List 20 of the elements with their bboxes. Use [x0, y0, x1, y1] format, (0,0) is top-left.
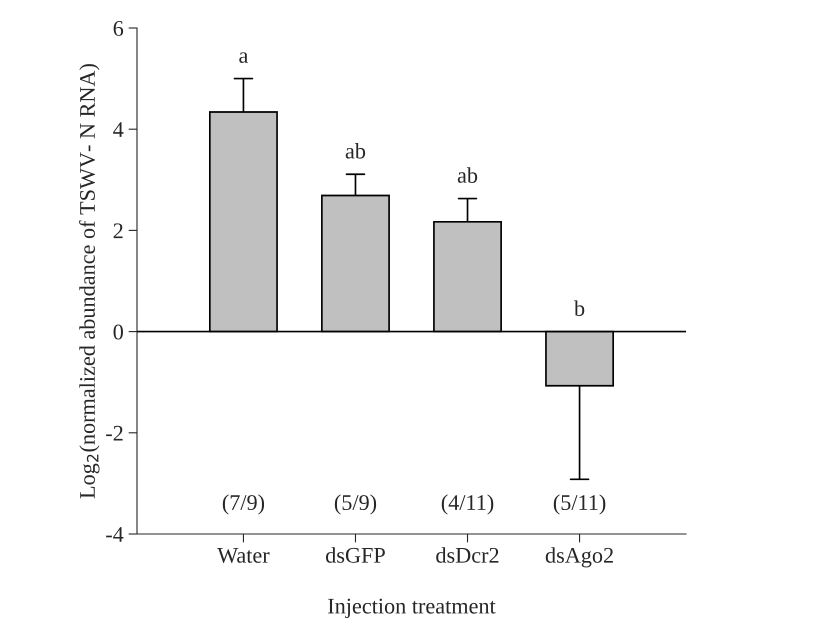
x-axis-title: Injection treatment — [328, 598, 496, 618]
y-tick-label: -4 — [106, 527, 124, 542]
y-tick-label: 0 — [114, 324, 123, 340]
annotation: (7/9) — [222, 494, 264, 515]
y-axis-title: Log$_{2}$(normalized abundance of TSWV- N RNA) — [79, 64, 100, 498]
x-tick-label: dsAgo2 — [546, 547, 613, 568]
annotation: a — [239, 52, 248, 63]
annotation: b — [574, 300, 584, 316]
annotation: (5/9) — [334, 494, 376, 515]
y-tick-label: 6 — [114, 20, 124, 36]
y-tick-label: 4 — [113, 122, 124, 137]
annotation: ab — [458, 167, 478, 183]
y-tick-label: -2 — [106, 426, 123, 441]
annotation: (4/11) — [442, 494, 494, 515]
annotation: (5/11) — [554, 494, 606, 515]
x-tick-label: dsGFP — [326, 547, 385, 563]
x-tick-label: dsDcr2 — [436, 547, 498, 563]
y-tick-label: 2 — [114, 223, 123, 238]
annotation: ab — [346, 142, 366, 159]
x-tick-label: Water — [217, 548, 270, 563]
